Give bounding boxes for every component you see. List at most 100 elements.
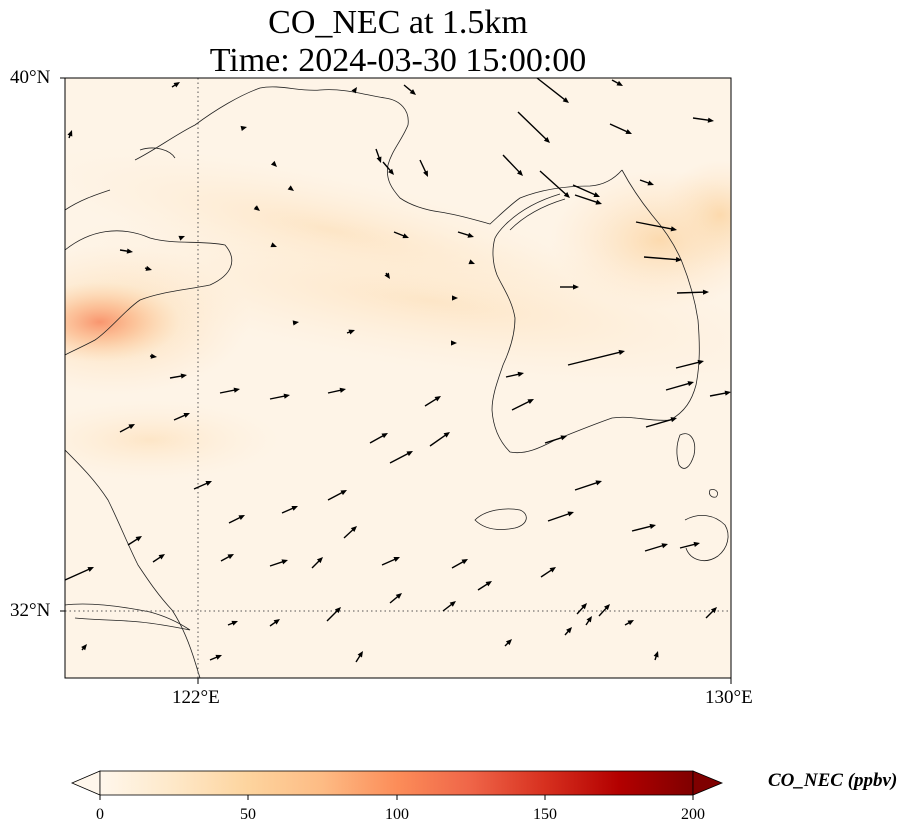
wind-arrow: [709, 391, 729, 397]
wind-arrow-head: [316, 557, 323, 564]
wind-arrow-head: [566, 627, 572, 634]
wind-arrow-head: [402, 233, 409, 239]
wind-arrow-head: [595, 480, 602, 486]
wind-arrow: [572, 184, 598, 197]
wind-arrow-head: [357, 651, 363, 658]
wind-arrow-head: [67, 130, 73, 137]
wind-arrow-head: [697, 359, 704, 365]
wind-arrow-head: [567, 511, 574, 517]
wind-arrow-head: [384, 272, 390, 279]
wind-arrow-head: [270, 160, 277, 167]
wind-arrow: [511, 399, 532, 411]
colorbar-title: CO_NEC (ppbv): [768, 770, 898, 791]
lat-label-40n: 40°N: [10, 67, 51, 88]
wind-arrow-head: [273, 619, 280, 625]
wind-arrow: [64, 567, 92, 581]
wind-arrow-head: [560, 435, 567, 441]
wind-arrow: [502, 154, 522, 175]
wind-arrow-head: [549, 567, 556, 573]
wind-arrow-head: [233, 387, 240, 393]
wind-arrow-head: [180, 373, 187, 379]
wind-arrow-head: [227, 554, 234, 560]
wind-arrow-head: [710, 607, 717, 614]
wind-arrow-head: [350, 526, 357, 532]
wind-arrow-head: [618, 349, 625, 355]
wind-arrow-head: [395, 593, 402, 599]
wind-arrow: [692, 117, 712, 122]
wind-arrow-head: [238, 515, 245, 521]
wind-arrow: [574, 481, 600, 491]
colorbar-tick-100: 100: [385, 806, 409, 823]
wind-arrow-head: [393, 557, 400, 562]
wind-arrow-head: [270, 242, 277, 248]
colorbar-tick-50: 50: [240, 806, 256, 823]
wind-arrow-head: [485, 581, 492, 587]
wind-arrow-head: [406, 451, 413, 457]
wind-arrow-head: [128, 424, 135, 430]
wind-arrow-head: [126, 248, 133, 254]
gridlines: [65, 78, 731, 678]
wind-arrow: [544, 436, 565, 444]
wind-arrow: [567, 351, 623, 366]
wind-arrow-head: [563, 192, 570, 198]
wind-arrow-head: [573, 284, 579, 290]
wind-vectors: [64, 77, 731, 663]
wind-arrow-head: [376, 156, 382, 163]
wind-arrow-head: [443, 432, 450, 438]
wind-arrow: [429, 433, 448, 447]
wind-arrow-head: [517, 371, 524, 377]
wind-arrow-head: [291, 506, 298, 511]
wind-arrow-head: [231, 620, 238, 626]
wind-arrow-head: [724, 390, 731, 396]
wind-arrow-head: [81, 644, 87, 651]
wind-arrow-head: [150, 353, 157, 359]
wind-arrow-head: [87, 567, 94, 572]
wind-arrow-head: [449, 601, 456, 607]
wind-arrow: [645, 418, 675, 428]
wind-arrow-head: [562, 97, 569, 103]
map-title-line1: CO_NEC at 1.5km: [268, 4, 528, 41]
wind-arrow-head: [586, 616, 592, 623]
plot-frame: [64, 77, 732, 679]
wind-arrow-head: [616, 80, 623, 86]
wind-arrow: [644, 544, 666, 552]
wind-arrow: [676, 291, 707, 294]
wind-arrow-head: [173, 82, 180, 88]
wind-arrow-head: [281, 559, 288, 565]
wind-arrow-head: [593, 192, 600, 197]
wind-arrow: [635, 221, 675, 231]
wind-arrow: [327, 490, 345, 501]
wind-arrow-head: [707, 117, 714, 123]
colorbar-tick-200: 200: [681, 806, 705, 823]
wind-arrow-head: [158, 554, 165, 560]
wind-arrow-head: [423, 170, 428, 177]
map-title-line2: Time: 2024-03-30 15:00:00: [209, 42, 587, 79]
wind-arrow-head: [604, 604, 610, 611]
wind-arrow-head: [661, 543, 668, 549]
colorbar-min-extend: [70, 770, 101, 796]
wind-arrow-head: [687, 381, 694, 387]
wind-arrow-head: [627, 620, 634, 626]
wind-arrow-head: [340, 490, 347, 496]
wind-arrow-head: [647, 180, 654, 186]
wind-arrow: [609, 123, 630, 134]
wind-arrow-head: [434, 396, 441, 402]
wind-arrow-head: [693, 541, 700, 547]
wind-arrow: [547, 512, 572, 522]
wind-arrow-head: [527, 399, 534, 405]
wind-arrow-head: [516, 169, 523, 176]
wind-arrow-head: [339, 387, 346, 393]
lon-label-130e: 130°E: [705, 687, 753, 708]
wind-arrow-head: [178, 235, 185, 241]
wind-arrow-head: [240, 125, 247, 131]
wind-arrow: [574, 194, 600, 204]
wind-arrow-head: [467, 232, 474, 238]
wind-arrow-head: [461, 559, 468, 565]
wind-arrow-head: [702, 289, 709, 295]
wind-arrow-head: [183, 413, 190, 418]
wind-arrow-head: [135, 536, 142, 542]
wind-arrow: [665, 382, 692, 391]
wind-arrow: [389, 451, 411, 464]
wind-arrow-head: [468, 259, 475, 265]
